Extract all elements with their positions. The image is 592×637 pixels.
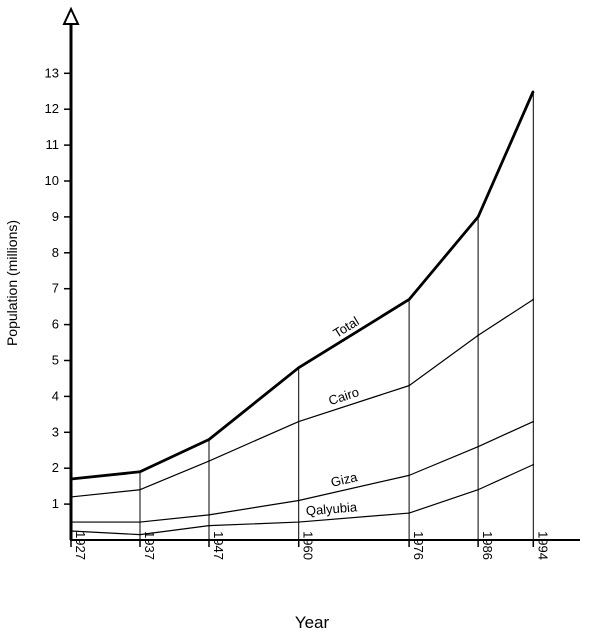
- x-tick-label-1937: 1937: [142, 531, 157, 560]
- y-tick-label-2: 2: [52, 460, 59, 475]
- series-label-total: Total: [330, 314, 361, 341]
- y-tick-label-6: 6: [52, 317, 59, 332]
- point-qalyubia-1947: [208, 524, 210, 527]
- x-tick-label-1947: 1947: [211, 531, 226, 560]
- point-qalyubia-1986: [477, 488, 479, 491]
- point-giza-1976: [408, 474, 410, 477]
- y-tick-label-5: 5: [52, 353, 59, 368]
- x-tick-label-1976: 1976: [411, 531, 426, 560]
- point-qalyubia-1994: [532, 463, 535, 466]
- x-axis-title: Year: [295, 613, 330, 632]
- series-label-qalyubia: Qalyubia: [305, 499, 358, 518]
- x-tick-label-1994: 1994: [535, 531, 550, 560]
- y-tick-label-7: 7: [52, 281, 59, 296]
- point-total-1976: [408, 298, 410, 301]
- series-label-cairo: Cairo: [327, 384, 361, 408]
- y-tick-label-12: 12: [45, 101, 59, 116]
- point-giza-1994: [532, 420, 535, 423]
- point-cairo-1960: [297, 420, 300, 423]
- series-label-giza: Giza: [329, 469, 359, 490]
- x-tick-label-1986: 1986: [480, 531, 495, 560]
- point-cairo-1927: [70, 496, 72, 498]
- point-total-1927: [70, 478, 72, 480]
- point-qalyubia-1927: [70, 530, 72, 532]
- point-giza-1960: [297, 499, 300, 502]
- y-tick-label-13: 13: [45, 65, 59, 80]
- series-line-cairo: [70, 298, 534, 498]
- point-qalyubia-1976: [408, 512, 410, 514]
- y-axis-arrow-icon: [62, 6, 80, 25]
- y-tick-label-3: 3: [52, 424, 59, 439]
- point-cairo-1986: [477, 334, 479, 337]
- point-total-1960: [297, 366, 300, 369]
- point-cairo-1947: [208, 460, 210, 462]
- point-giza-1986: [477, 445, 479, 448]
- point-total-1947: [208, 438, 210, 441]
- point-qalyubia-1937: [139, 533, 141, 536]
- point-qalyubia-1960: [297, 521, 300, 523]
- x-tick-label-1927: 1927: [73, 531, 88, 560]
- series-lines: [70, 90, 535, 536]
- point-giza-1947: [208, 514, 210, 516]
- y-tick-label-8: 8: [52, 245, 59, 260]
- y-tick-label-9: 9: [52, 209, 59, 224]
- y-tick-label-10: 10: [45, 173, 59, 188]
- point-total-1986: [477, 216, 479, 218]
- x-tick-label-1960: 1960: [301, 531, 316, 560]
- y-tick-label-4: 4: [52, 388, 59, 403]
- x-ticks: 1927 1937 1947 1960 1976 1986 1994: [70, 531, 550, 560]
- point-cairo-1976: [408, 384, 410, 387]
- point-cairo-1937: [139, 488, 141, 491]
- y-tick-label-1: 1: [52, 496, 59, 511]
- point-giza-1937: [139, 521, 141, 523]
- y-axis-title: Population (millions): [4, 220, 20, 346]
- axes: [62, 6, 580, 541]
- y-tick-label-11: 11: [46, 137, 60, 152]
- point-total-1994: [532, 90, 535, 93]
- point-giza-1927: [70, 521, 72, 523]
- point-cairo-1994: [532, 298, 535, 301]
- point-total-1937: [139, 470, 141, 473]
- series-labels: Total Cairo Giza Qalyubia: [305, 314, 361, 519]
